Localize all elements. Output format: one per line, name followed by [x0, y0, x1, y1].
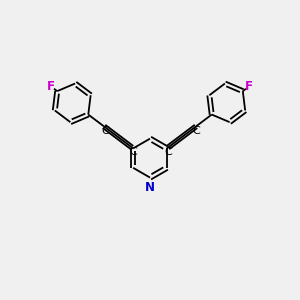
Text: C: C — [164, 147, 172, 158]
Text: F: F — [245, 80, 253, 93]
Text: C: C — [101, 126, 109, 136]
Text: F: F — [47, 80, 55, 93]
Text: N: N — [145, 181, 155, 194]
Text: C: C — [129, 147, 137, 158]
Text: C: C — [192, 126, 200, 136]
